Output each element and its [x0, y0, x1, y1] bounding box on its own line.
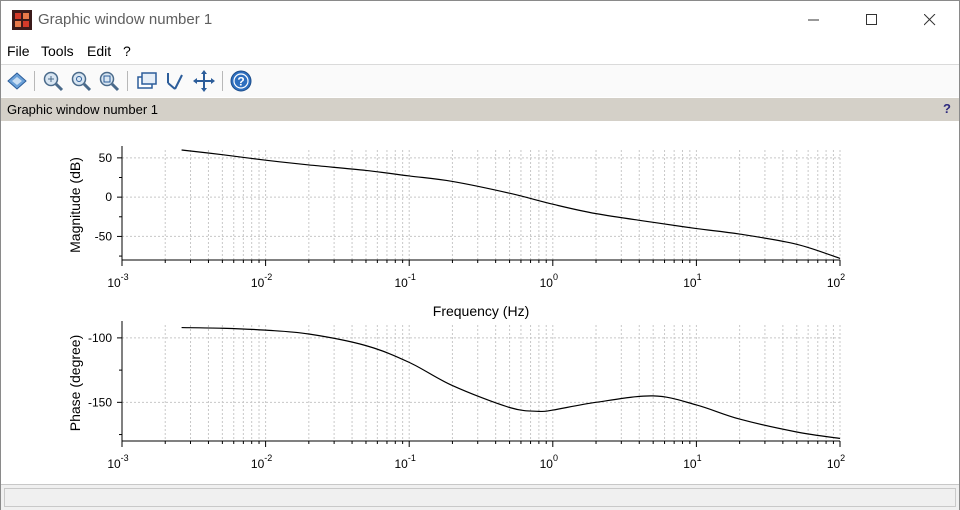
rotate-button[interactable]: [5, 69, 29, 93]
info-bar: Graphic window number 1 ?: [1, 98, 959, 121]
plot-area: 10-3 10-2 10-1 100 101 102 50 0 -50 Magnitude (dB…: [1, 122, 959, 484]
rotate-icon: [7, 72, 27, 90]
svg-text:?: ?: [237, 75, 244, 89]
y-axis-label: Phase (degree): [67, 335, 83, 432]
menu-file[interactable]: File: [7, 43, 30, 59]
toolbar-separator: [222, 71, 223, 91]
info-help-link[interactable]: ?: [943, 101, 951, 116]
x-tick-label: 10-2: [251, 272, 272, 290]
minimize-icon: [808, 19, 819, 21]
series-line: [181, 149, 841, 259]
magnitude-axes: 10-3 10-2 10-1 100 101 102 50 0 -50 Magnitude (dB…: [67, 146, 845, 319]
toolbar-separator: [127, 71, 128, 91]
y-tick-label: 0: [105, 190, 112, 204]
x-tick-label: 100: [540, 453, 558, 471]
edit-axes-icon: [167, 73, 183, 90]
edit-axes-button[interactable]: [163, 69, 187, 93]
title-bar: Graphic window number 1: [1, 1, 959, 39]
phase-axes: 10-3 10-2 10-1 100 101 102 -100 -150 Phase (degr…: [67, 321, 845, 471]
x-axis-label: Frequency (Hz): [433, 303, 529, 319]
x-tick-label: 10-1: [395, 272, 416, 290]
x-tick-label: 101: [683, 453, 701, 471]
y-tick-label: -150: [88, 395, 112, 409]
x-tick-label: 10-1: [395, 453, 416, 471]
maximize-icon: [866, 14, 877, 25]
zoom-button[interactable]: [41, 69, 65, 93]
toolbar-separator: [34, 71, 35, 91]
help-icon: ?: [230, 70, 252, 92]
datatip-button[interactable]: [135, 69, 159, 93]
close-button[interactable]: [901, 1, 959, 39]
y-axis-label: Magnitude (dB): [67, 157, 83, 253]
menu-tools[interactable]: Tools: [41, 43, 74, 59]
x-tick-label: 102: [827, 453, 845, 471]
pan-icon: [193, 70, 215, 92]
help-button[interactable]: ?: [229, 69, 253, 93]
zoom-icon: [43, 71, 64, 92]
zoom-reset-icon: [71, 71, 92, 92]
scilab-app-icon: [12, 10, 32, 30]
window-title: Graphic window number 1: [38, 11, 213, 28]
pan-button[interactable]: [192, 69, 216, 93]
x-tick-label: 100: [540, 272, 558, 290]
y-tick-label: -50: [95, 229, 113, 243]
x-tick-label: 102: [827, 272, 845, 290]
minimize-button[interactable]: [785, 1, 843, 39]
menu-edit[interactable]: Edit: [87, 43, 112, 59]
zoom-area-icon: [99, 71, 120, 92]
maximize-button[interactable]: [843, 1, 901, 39]
status-field: [4, 488, 956, 507]
x-tick-label: 10-2: [251, 453, 272, 471]
menu-bar: File Tools Edit ?: [1, 39, 959, 65]
y-tick-label: -100: [88, 331, 112, 345]
bode-plot[interactable]: 10-3 10-2 10-1 100 101 102 50 0 -50 Magnitude (dB…: [1, 122, 959, 484]
zoom-area-button[interactable]: [97, 69, 121, 93]
y-tick-label: 50: [99, 151, 113, 165]
toolbar: ?: [1, 65, 959, 97]
x-tick-label: 10-3: [107, 453, 128, 471]
series-line: [181, 326, 841, 440]
zoom-reset-button[interactable]: [69, 69, 93, 93]
menu-help[interactable]: ?: [123, 43, 131, 59]
close-icon: [924, 14, 936, 26]
status-bar: [1, 484, 959, 510]
x-tick-label: 101: [683, 272, 701, 290]
x-tick-label: 10-3: [107, 272, 128, 290]
datatip-icon: [137, 72, 157, 89]
info-bar-text: Graphic window number 1: [7, 102, 159, 117]
